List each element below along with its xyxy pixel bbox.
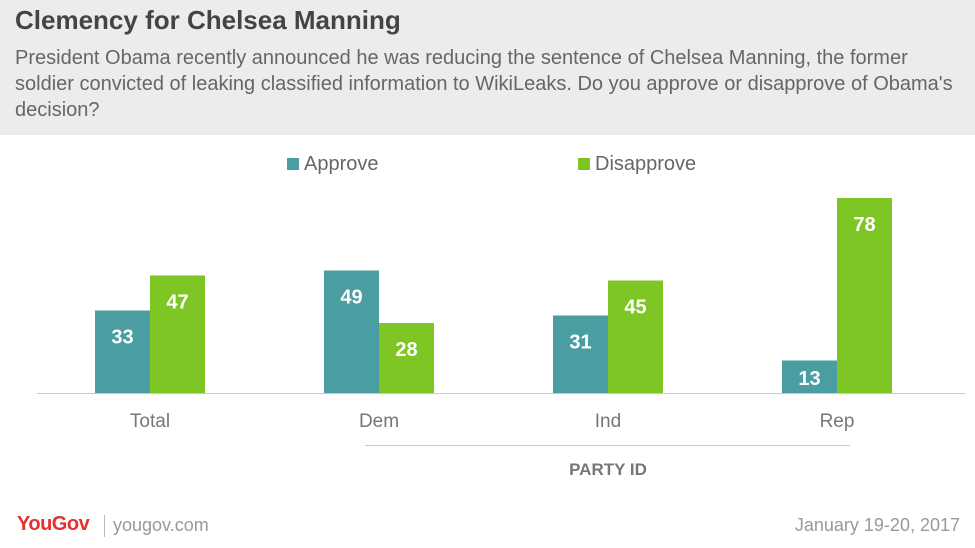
data-label-approve-dem: 49 [340, 287, 362, 309]
legend-swatch-approve [287, 158, 299, 170]
data-label-approve-rep: 13 [798, 368, 820, 390]
data-label-disapprove-total: 47 [166, 292, 188, 314]
legend-label-approve: Approve [304, 152, 379, 175]
footer-site: yougov.com [113, 515, 209, 535]
chart-title: Clemency for Chelsea Manning [15, 5, 401, 35]
x-tick-label-total: Total [130, 411, 170, 432]
footer-date: January 19-20, 2017 [794, 515, 960, 535]
bar-approve-ind [553, 315, 608, 393]
legend-label-disapprove: Disapprove [595, 152, 697, 175]
bar-approve-total [95, 310, 150, 393]
legend-swatch-disapprove [578, 158, 590, 170]
chart-subtitle: President Obama recently announced he wa… [15, 47, 953, 121]
x-tick-label-dem: Dem [359, 411, 399, 432]
data-label-disapprove-rep: 78 [853, 214, 875, 236]
data-label-disapprove-ind: 45 [624, 297, 646, 319]
yougov-logo: YouGov [17, 513, 90, 535]
legend-item-approve: Approve [287, 151, 379, 177]
bar-disapprove-rep [837, 198, 892, 393]
bar-disapprove-total [150, 275, 205, 393]
x-tick-label-ind: Ind [595, 411, 621, 432]
bar-approve-rep [782, 360, 837, 393]
data-label-disapprove-dem: 28 [395, 339, 417, 361]
bar-approve-dem [324, 270, 379, 393]
party-group-label: PARTY ID [569, 460, 647, 479]
footer-divider [104, 515, 105, 537]
legend-item-disapprove: Disapprove [578, 151, 696, 177]
header: Clemency for Chelsea Manning President O… [0, 0, 975, 135]
bar-disapprove-dem [379, 323, 434, 393]
bar-disapprove-ind [608, 280, 663, 393]
data-label-approve-ind: 31 [569, 332, 591, 354]
x-tick-label-rep: Rep [820, 411, 855, 432]
data-label-approve-total: 33 [111, 327, 133, 349]
